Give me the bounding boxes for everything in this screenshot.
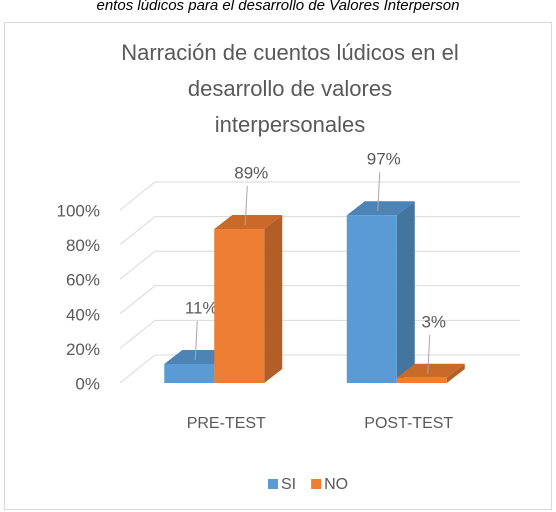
bar-top	[214, 215, 283, 230]
legend-swatch	[311, 479, 322, 489]
x-tick-label: PRE-TEST	[187, 415, 266, 432]
y-tick-label: 80%	[66, 236, 100, 255]
x-tick-label: POST-TEST	[364, 415, 453, 432]
bar	[396, 363, 465, 383]
chart-title: desarrollo de valores	[188, 76, 392, 101]
y-tick-label: 40%	[66, 305, 100, 324]
y-tick-label: 100%	[57, 201, 100, 220]
bar-top	[346, 201, 415, 216]
y-tick-label: 20%	[66, 340, 100, 359]
data-label: 89%	[234, 164, 268, 183]
bar-front	[164, 363, 215, 383]
data-label: 11%	[185, 298, 218, 317]
bar-side	[396, 201, 415, 383]
bar-front	[214, 229, 265, 383]
bar	[214, 215, 283, 383]
legend-label: SI	[281, 476, 296, 493]
leader-line	[194, 320, 198, 360]
bar	[346, 201, 415, 383]
leader-line	[244, 186, 248, 226]
legend-swatch	[268, 479, 278, 489]
y-tick-label: 0%	[75, 374, 100, 393]
caption: entos lúdicos para el desarrollo de Valo…	[97, 0, 460, 14]
bar-front	[346, 215, 397, 383]
chart-title: interpersonales	[215, 112, 365, 137]
legend-label: NO	[324, 476, 348, 493]
bar-top	[396, 363, 465, 378]
data-label: 97%	[367, 150, 401, 169]
leader-line	[377, 172, 381, 212]
data-label: 3%	[421, 312, 446, 331]
grid-line	[119, 181, 520, 211]
bar-side	[446, 363, 465, 383]
leader-line	[427, 334, 431, 374]
y-tick-label: 60%	[66, 271, 100, 290]
bar-front	[396, 377, 447, 383]
bar-side	[264, 215, 283, 383]
chart-title: Narración de cuentos lúdicos en el	[121, 40, 459, 65]
